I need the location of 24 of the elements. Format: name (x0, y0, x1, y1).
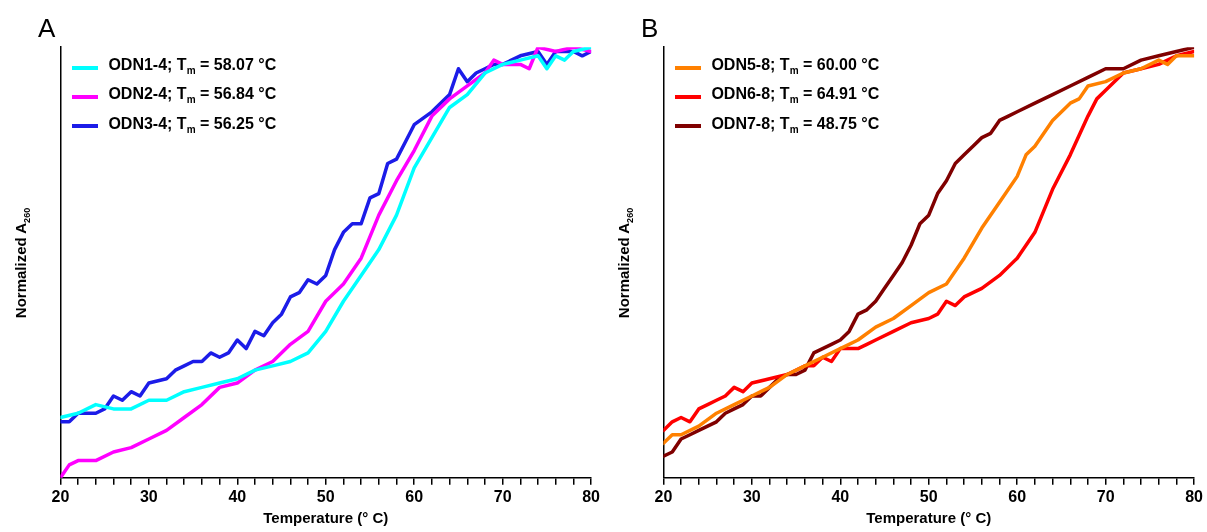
x-tick-label: 60 (405, 487, 424, 505)
legend-label: ODN2-4; T$_{m}$ = 56.84 °C (108, 84, 277, 108)
x-tick-label: 30 (742, 487, 761, 505)
x-tick-label: 80 (582, 487, 601, 505)
x-tick-label: 80 (1185, 487, 1204, 505)
chart-title: B (641, 12, 659, 43)
legend-label: ODN1-4; T$_{m}$ = 58.07 °C (108, 55, 277, 79)
x-axis-title: Temperature (° C) (866, 509, 992, 527)
legend-label: ODN3-4; T$_{m}$ = 56.25 °C (108, 113, 277, 137)
x-axis-title: Temperature (° C) (263, 509, 389, 527)
x-tick-label: 30 (139, 487, 158, 505)
x-tick-label: 40 (228, 487, 247, 505)
legend-label: ODN7-8; T$_{m}$ = 48.75 °C (711, 113, 880, 137)
x-tick-label: 70 (1096, 487, 1115, 505)
x-tick-label: 20 (51, 487, 70, 505)
x-tick-label: 20 (654, 487, 673, 505)
x-tick-label: 40 (831, 487, 850, 505)
x-tick-label: 50 (919, 487, 938, 505)
x-tick-label: 50 (316, 487, 335, 505)
legend-label: ODN5-8; T$_{m}$ = 60.00 °C (711, 55, 880, 79)
chart-title: A (38, 12, 56, 43)
x-tick-label: 70 (493, 487, 512, 505)
legend-label: ODN6-8; T$_{m}$ = 64.91 °C (711, 84, 880, 108)
x-tick-label: 60 (1008, 487, 1027, 505)
